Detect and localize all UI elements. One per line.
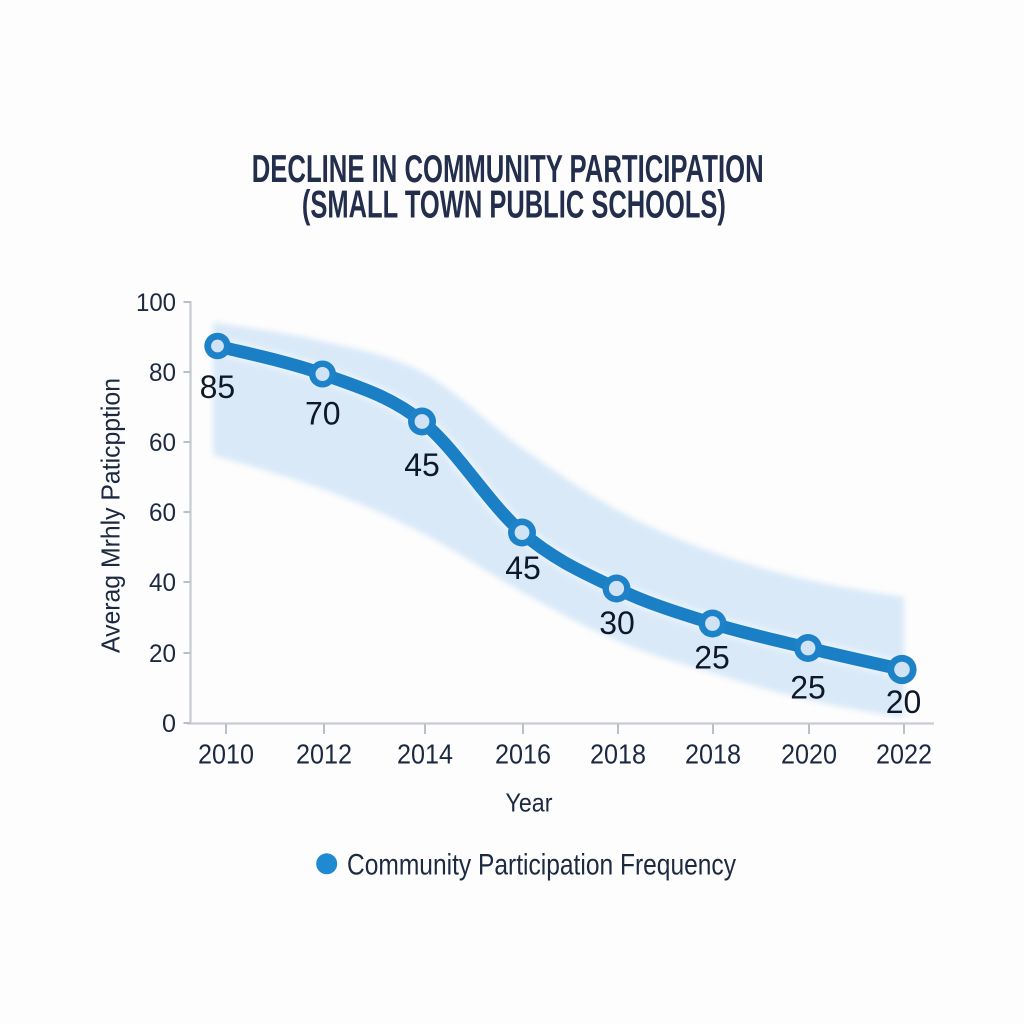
svg-text:DECLINE IN COMMUNITY PARTICIPA: DECLINE IN COMMUNITY PARTICIPATION — [252, 148, 764, 191]
svg-text:2022: 2022 — [876, 739, 932, 770]
svg-text:45: 45 — [404, 447, 440, 483]
svg-text:2014: 2014 — [397, 739, 453, 770]
svg-text:70: 70 — [305, 396, 341, 432]
svg-text:Community Participation Freque: Community Participation Frequency — [347, 849, 736, 882]
svg-text:0: 0 — [162, 710, 176, 738]
svg-text:25: 25 — [694, 640, 730, 676]
svg-text:2018: 2018 — [685, 739, 741, 770]
svg-text:2012: 2012 — [296, 739, 352, 770]
svg-text:80: 80 — [149, 359, 176, 387]
svg-text:2016: 2016 — [495, 739, 551, 770]
svg-text:60: 60 — [149, 429, 176, 457]
svg-text:(SMALL TOWN PUBLIC SCHOOLS): (SMALL TOWN PUBLIC SCHOOLS) — [302, 183, 726, 226]
svg-text:2018: 2018 — [590, 739, 646, 770]
svg-text:60: 60 — [149, 499, 176, 527]
svg-text:2010: 2010 — [198, 739, 254, 770]
svg-text:2020: 2020 — [781, 739, 837, 770]
svg-text:Year: Year — [506, 787, 553, 817]
svg-text:40: 40 — [149, 569, 176, 597]
svg-text:30: 30 — [599, 605, 635, 641]
svg-text:Averag Mrhly Paticpption: Averag Mrhly Paticpption — [96, 378, 126, 653]
svg-text:85: 85 — [200, 369, 236, 405]
svg-text:25: 25 — [790, 669, 826, 705]
svg-text:45: 45 — [505, 550, 541, 586]
svg-text:20: 20 — [886, 684, 922, 720]
svg-text:20: 20 — [149, 640, 176, 668]
svg-text:100: 100 — [136, 289, 176, 317]
